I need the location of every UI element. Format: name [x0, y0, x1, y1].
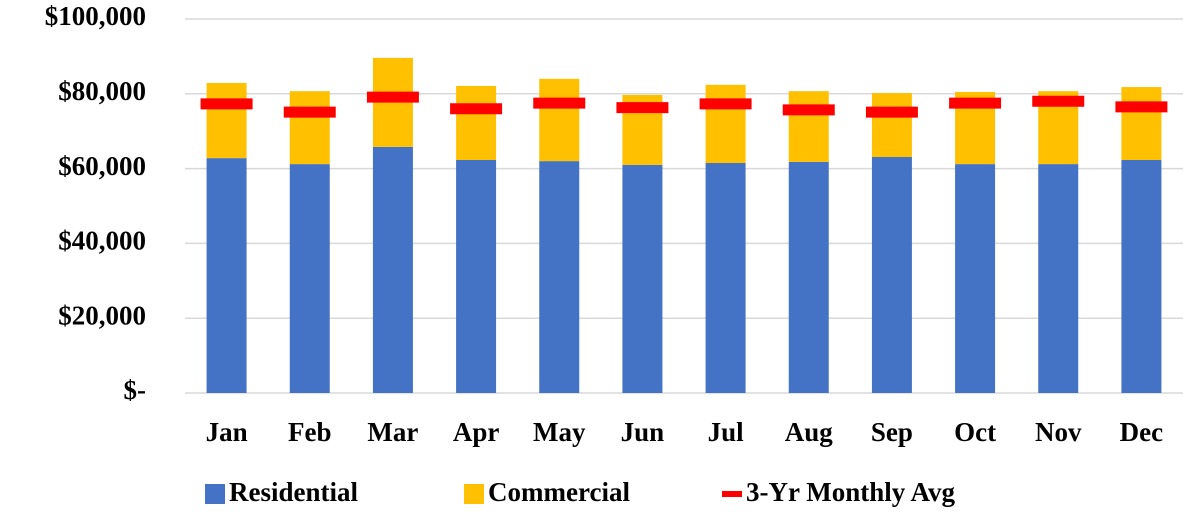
bar-segment: [788, 161, 829, 393]
y-tick-label: $60,000: [58, 151, 146, 181]
bar-segment: [871, 157, 912, 393]
bar-segment: [871, 93, 912, 158]
x-tick-label: May: [533, 417, 586, 447]
y-tick-label: $20,000: [58, 300, 146, 330]
bar-segment: [705, 162, 746, 393]
bar-segment: [1121, 159, 1162, 393]
y-tick-label: $-: [124, 375, 147, 405]
y-tick-label: $100,000: [45, 1, 146, 31]
x-tick-label: Nov: [1035, 417, 1082, 447]
x-tick-label: Mar: [367, 417, 418, 447]
x-tick-label: Feb: [288, 417, 332, 447]
bar-segment: [372, 146, 413, 393]
legend-label: 3-Yr Monthly Avg: [746, 477, 955, 507]
bar-segment: [456, 159, 497, 393]
x-tick-label: Oct: [954, 417, 996, 447]
bar-segment: [206, 82, 247, 159]
legend-label: Residential: [229, 477, 359, 507]
x-tick-label: Jan: [206, 417, 248, 447]
bar-segment: [1121, 87, 1162, 160]
legend-swatch: [722, 491, 742, 497]
x-tick-label: Jul: [708, 417, 745, 447]
bar-segment: [456, 85, 497, 160]
bar-segment: [539, 78, 580, 162]
bar-segment: [289, 164, 330, 393]
y-tick-label: $40,000: [58, 226, 146, 256]
bar-segment: [955, 164, 996, 393]
x-tick-label: Apr: [453, 417, 500, 447]
x-tick-label: Dec: [1120, 417, 1163, 447]
bar-segment: [289, 91, 330, 165]
legend-swatch: [205, 484, 225, 504]
y-tick-label: $80,000: [58, 76, 146, 106]
x-tick-label: Jun: [621, 417, 665, 447]
bar-segment: [206, 158, 247, 393]
x-tick-label: Aug: [785, 417, 834, 447]
legend-swatch: [464, 484, 484, 504]
bar-segment: [788, 91, 829, 162]
bar-segment: [622, 164, 663, 393]
bar-segment: [705, 84, 746, 163]
bar-segment: [1038, 164, 1079, 393]
bar-segment: [539, 161, 580, 393]
legend-label: Commercial: [488, 477, 630, 507]
x-tick-label: Sep: [871, 417, 913, 447]
